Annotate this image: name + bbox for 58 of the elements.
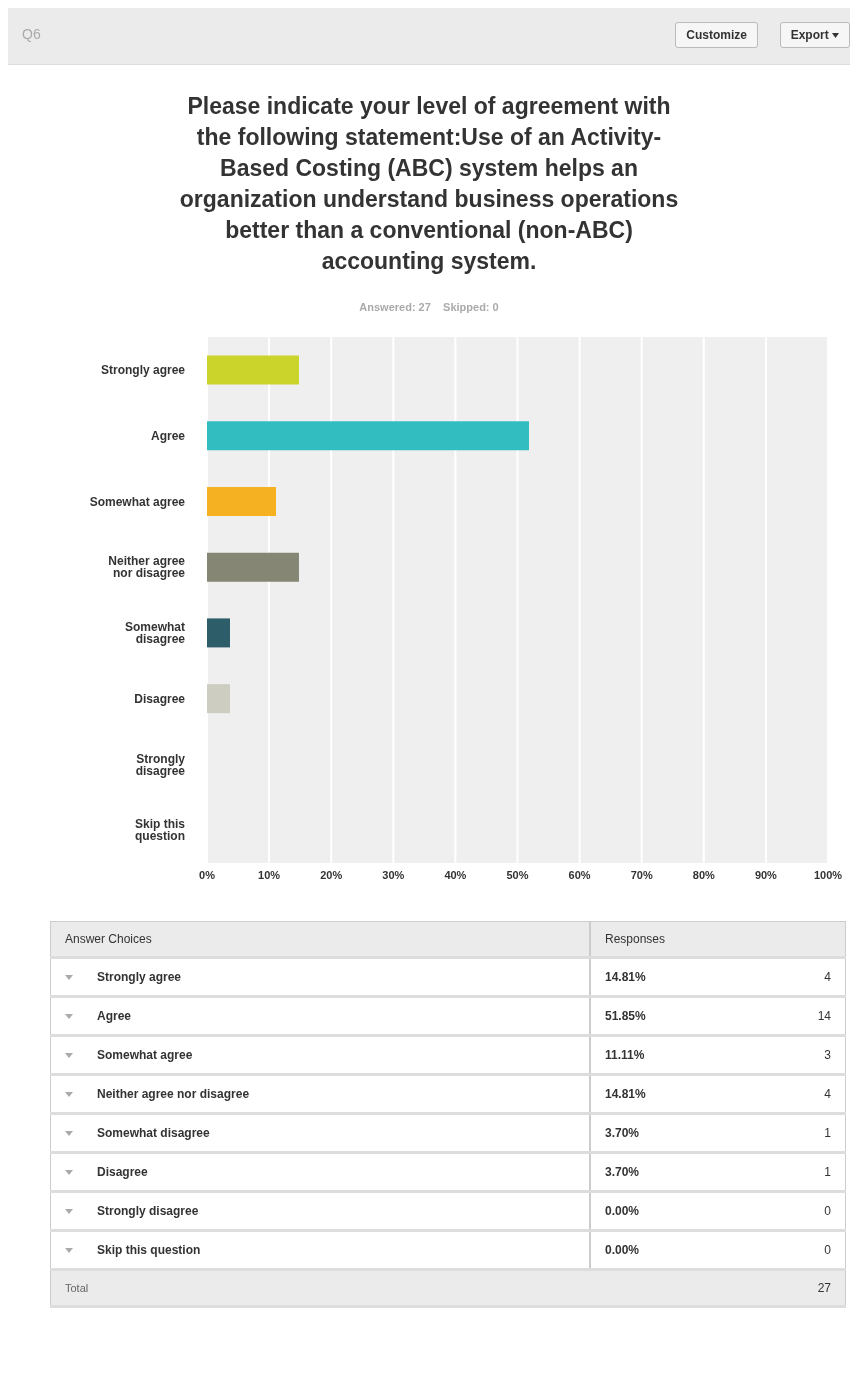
bar	[207, 552, 299, 582]
text: 14.81%	[605, 1087, 646, 1101]
text: 3.70%	[605, 1126, 640, 1140]
text: 3.70%	[605, 1165, 640, 1179]
y-tick-label: Disagree	[134, 691, 186, 706]
data-label: 0	[749, 1230, 846, 1270]
data-label: 1	[749, 1152, 846, 1192]
data-label: 3	[749, 1035, 846, 1075]
x-tick-label: 30%	[382, 868, 405, 881]
y-tick-label: Strongly disagree	[135, 751, 186, 778]
text: Answer Choices	[50, 921, 590, 958]
text: 0.00%	[605, 1204, 640, 1218]
data-label: 14	[749, 996, 846, 1036]
text: 51.85%	[605, 1009, 646, 1023]
category-label: Somewhat disagree	[50, 1113, 590, 1153]
data-label: 4	[749, 957, 846, 997]
y-tick-label: Somewhat agree	[89, 494, 186, 509]
y-tick-label: Skip this question	[134, 817, 186, 844]
x-tick-label: 90%	[754, 868, 778, 881]
data-label: 4	[749, 1074, 846, 1114]
chart-subtitle: Answered: 27 Skipped: 0	[358, 301, 500, 313]
x-tick-label: 0%	[199, 868, 216, 881]
text: Export	[779, 22, 850, 48]
category-label: Skip this question	[50, 1230, 590, 1270]
text: 0.00%	[605, 1243, 640, 1257]
y-tick-label: Neither agree nor disagree	[108, 554, 186, 581]
category-label: Strongly disagree	[50, 1191, 590, 1231]
bar	[207, 684, 230, 714]
data-label: 0	[749, 1191, 846, 1231]
bar	[207, 355, 299, 385]
bar	[207, 421, 529, 451]
category-label: Agree	[50, 996, 590, 1036]
text: Responses	[590, 921, 846, 958]
chart-title: Please indicate your level of agreement with the following statement:Use of an Activity-Based Costing (ABC) system helps an organization understand business operations better than a conventional (non-ABC) accounting system.	[178, 92, 680, 276]
x-tick-label: 70%	[630, 868, 653, 881]
x-tick-label: 20%	[320, 868, 343, 881]
category-label: Strongly agree	[50, 957, 590, 997]
y-tick-label: Somewhat disagree	[124, 620, 186, 647]
x-tick-label: 40%	[444, 868, 467, 881]
category-label: Neither agree nor disagree	[50, 1074, 590, 1114]
x-tick-label: 60%	[568, 868, 591, 881]
y-tick-label: Strongly agree	[100, 363, 186, 378]
bar	[207, 618, 230, 648]
data-label: 1	[749, 1113, 846, 1153]
text: Total	[50, 1269, 590, 1307]
text: Customize	[675, 22, 758, 48]
x-tick-label: 10%	[258, 868, 281, 881]
y-tick-label: Agree	[150, 428, 186, 443]
category-label: Disagree	[50, 1152, 590, 1192]
bar	[207, 486, 276, 516]
x-tick-label: 80%	[692, 868, 716, 881]
text: 11.11%	[605, 1048, 645, 1062]
x-tick-label: 100%	[813, 868, 843, 881]
x-tick-label: 50%	[506, 868, 529, 881]
text: Q6	[22, 26, 41, 42]
text: 14.81%	[605, 970, 646, 984]
text: 27	[749, 1269, 846, 1307]
category-label: Somewhat agree	[50, 1035, 590, 1075]
